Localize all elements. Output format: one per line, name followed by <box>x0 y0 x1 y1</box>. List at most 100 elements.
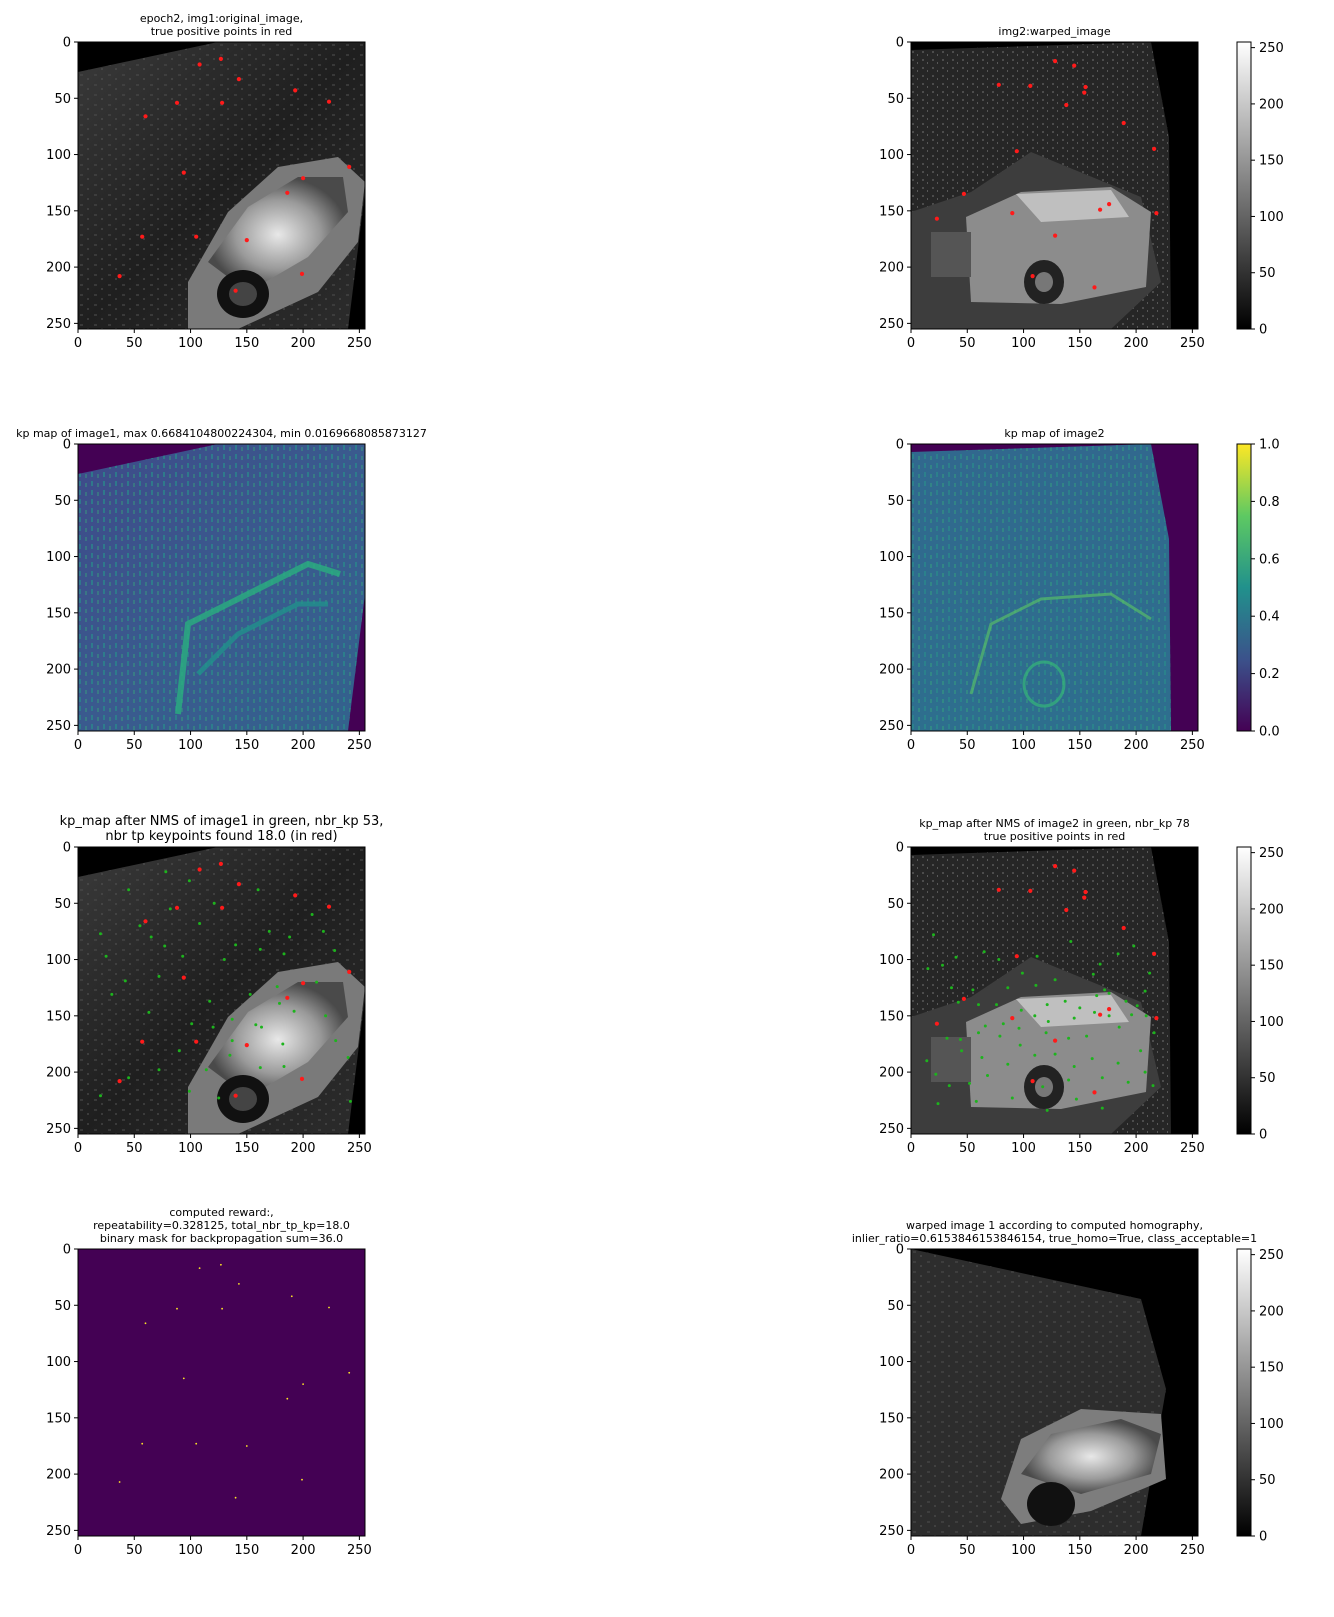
nms-point <box>1019 1008 1023 1012</box>
nms-point <box>926 967 930 971</box>
tp-point <box>347 164 352 169</box>
nms-point <box>1078 1006 1082 1010</box>
y-tick-label: 0 <box>63 36 71 51</box>
nms-point <box>168 907 172 911</box>
x-tick-label: 50 <box>959 1543 976 1558</box>
nms-point <box>1067 1078 1071 1082</box>
colorbar-tick-label: 150 <box>1259 959 1284 974</box>
tp-point <box>996 887 1001 892</box>
nms-point <box>282 1065 286 1068</box>
x-tick-label: 50 <box>126 738 143 753</box>
nms-point <box>208 999 212 1003</box>
mask-point <box>290 1295 293 1298</box>
nms-point <box>234 943 238 947</box>
nms-point <box>986 1074 989 1077</box>
colorbar-tick-label: 0.4 <box>1259 610 1280 625</box>
tp-point <box>1092 285 1097 290</box>
nms-point <box>941 963 944 967</box>
panel-title: inlier_ratio=0.6153846153846154, true_ho… <box>852 1232 1257 1245</box>
mask-point <box>301 1478 303 1481</box>
nms-point <box>157 1068 161 1072</box>
tp-point <box>347 969 352 975</box>
nms-point <box>99 932 102 936</box>
axes-frame <box>910 41 1199 330</box>
y-tick-label: 250 <box>46 719 71 734</box>
nms-point <box>936 1102 940 1106</box>
x-tick-label: 50 <box>126 1543 143 1558</box>
x-tick-label: 100 <box>178 738 203 753</box>
nms-point <box>1001 1022 1005 1026</box>
nms-point <box>1091 972 1095 976</box>
x-tick-label: 150 <box>234 336 259 351</box>
nms-point <box>256 888 260 892</box>
nms-point <box>292 1009 296 1013</box>
y-tick-label: 200 <box>46 261 71 276</box>
tp-point <box>1098 1012 1103 1017</box>
nms-point <box>324 1014 328 1018</box>
nms-point <box>1090 1057 1094 1061</box>
nms-point <box>1033 1014 1037 1018</box>
tp-point <box>1107 202 1112 207</box>
nms-point <box>163 944 167 948</box>
nms-point <box>282 952 286 956</box>
image-mask <box>78 1249 365 1536</box>
x-tick-label: 100 <box>1011 1141 1036 1156</box>
nms-point <box>99 1094 102 1098</box>
x-tick-label: 0 <box>74 1543 82 1558</box>
nms-point <box>138 924 142 928</box>
mask-point <box>220 1263 222 1266</box>
nms-point <box>1144 1014 1148 1018</box>
tp-point <box>1028 888 1033 894</box>
nms-point <box>1107 991 1111 995</box>
x-tick-label: 250 <box>1180 1141 1205 1156</box>
x-tick-label: 50 <box>126 1141 143 1156</box>
tp-point <box>326 904 332 909</box>
x-tick-label: 200 <box>1124 738 1149 753</box>
nms-point <box>1020 971 1024 975</box>
x-tick-label: 0 <box>907 1543 915 1558</box>
tp-point <box>1082 90 1087 95</box>
x-tick-label: 200 <box>291 1543 316 1558</box>
panel-img2: 0 50 100 150 200 250050100150200250img2:warpe… <box>879 25 1284 351</box>
image-kp2 <box>909 442 1200 733</box>
nms-point <box>1124 999 1128 1003</box>
nms-point <box>1041 1085 1045 1089</box>
nms-point <box>281 1042 285 1046</box>
x-tick-label: 100 <box>1011 336 1036 351</box>
panel-title: true positive points in red <box>151 25 293 38</box>
axes-frame <box>77 846 366 1135</box>
tp-point <box>961 191 967 196</box>
nms-point <box>177 1049 181 1053</box>
nms-point <box>1130 1013 1134 1017</box>
tp-point <box>143 114 148 119</box>
colorbar-tick-label: 0.0 <box>1259 725 1280 740</box>
tp-point <box>1154 1016 1159 1021</box>
x-tick-label: 100 <box>178 1141 203 1156</box>
axes-frame <box>910 846 1199 1135</box>
nms-point <box>977 1003 980 1007</box>
panel-title: kp_map after NMS of image1 in green, nbr… <box>60 814 384 829</box>
tp-point <box>174 905 180 910</box>
nms-point <box>1132 944 1136 948</box>
tp-point <box>1083 889 1088 895</box>
nms-point <box>995 1003 998 1007</box>
y-tick-label: 100 <box>46 148 71 163</box>
x-tick-label: 150 <box>234 738 259 753</box>
colorbar-tick-label: 250 <box>1259 1248 1284 1263</box>
nms-point <box>1017 1026 1021 1030</box>
colorbar-tick-label: 0 <box>1259 1128 1267 1143</box>
panel-title: true positive points in red <box>984 830 1126 843</box>
x-tick-label: 200 <box>1124 1141 1149 1156</box>
y-tick-label: 50 <box>54 897 71 912</box>
nms-point <box>1085 1034 1089 1038</box>
tp-point <box>1154 211 1159 216</box>
colorbar <box>1236 846 1252 1135</box>
y-tick-label: 150 <box>879 1411 904 1426</box>
y-tick-label: 250 <box>46 317 71 332</box>
colorbar <box>1236 41 1252 330</box>
nms-point <box>346 1056 350 1059</box>
colorbar-tick-label: 50 <box>1259 1071 1276 1086</box>
